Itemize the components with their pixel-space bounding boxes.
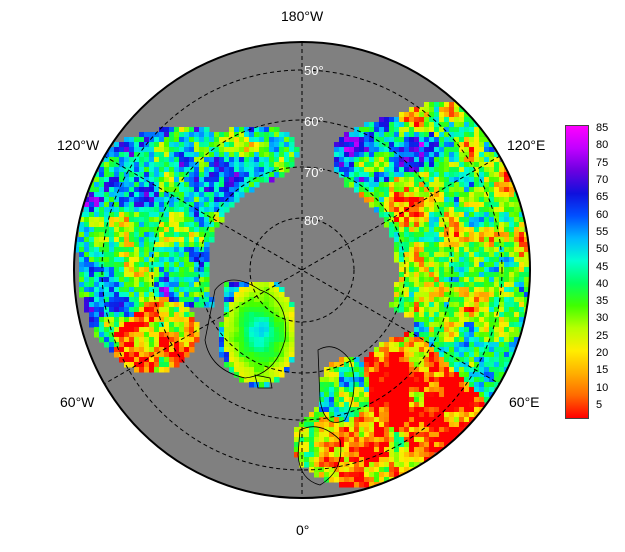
colorbar-tick-label: 85 (596, 122, 609, 134)
map-border (73, 41, 531, 499)
colorbar-tick-label: 40 (596, 277, 609, 290)
colorbar-tick-label: 65 (596, 191, 609, 204)
colorbar-tick-label: 35 (596, 295, 609, 308)
colorbar-tick-label: 5 (596, 399, 603, 411)
data-field (74, 102, 530, 488)
colorbar-tick-label: 30 (596, 312, 609, 325)
colorbar-tick-label: 15 (596, 364, 609, 377)
colorbar-tick-label: 50 (596, 243, 609, 256)
colorbar-tick-label: 80 (596, 139, 609, 152)
lon-label-lower-right: 60°E (509, 394, 540, 410)
graticule (101, 42, 503, 498)
lon-label-top: 180°W (281, 8, 324, 24)
colorbar-tick-label: 20 (596, 347, 609, 360)
lat-label-80: 80° (304, 213, 324, 228)
lon-label-upper-right: 120°E (507, 137, 546, 153)
colorbar-tick-label: 75 (596, 156, 609, 169)
lat-label-70: 70° (304, 165, 324, 180)
colorbar-tick-label: 55 (596, 225, 609, 238)
lon-label-upper-left: 120°W (57, 137, 100, 153)
colorbar-tick-label: 70 (596, 173, 609, 186)
colorbar-tick-label: 45 (596, 260, 609, 273)
colorbar-tick-label: 25 (596, 329, 609, 342)
coastline (317, 346, 355, 423)
colorbar-tick-label: 10 (596, 381, 609, 394)
coastline (204, 279, 287, 379)
lon-label-bottom: 0° (296, 522, 310, 538)
colorbar (565, 125, 589, 419)
lat-label-60: 60° (304, 114, 324, 129)
coastline (254, 374, 273, 389)
lat-label-50: 50° (304, 63, 324, 78)
lon-label-lower-left: 60°W (60, 394, 95, 410)
colorbar-tick-label: 60 (596, 208, 609, 221)
